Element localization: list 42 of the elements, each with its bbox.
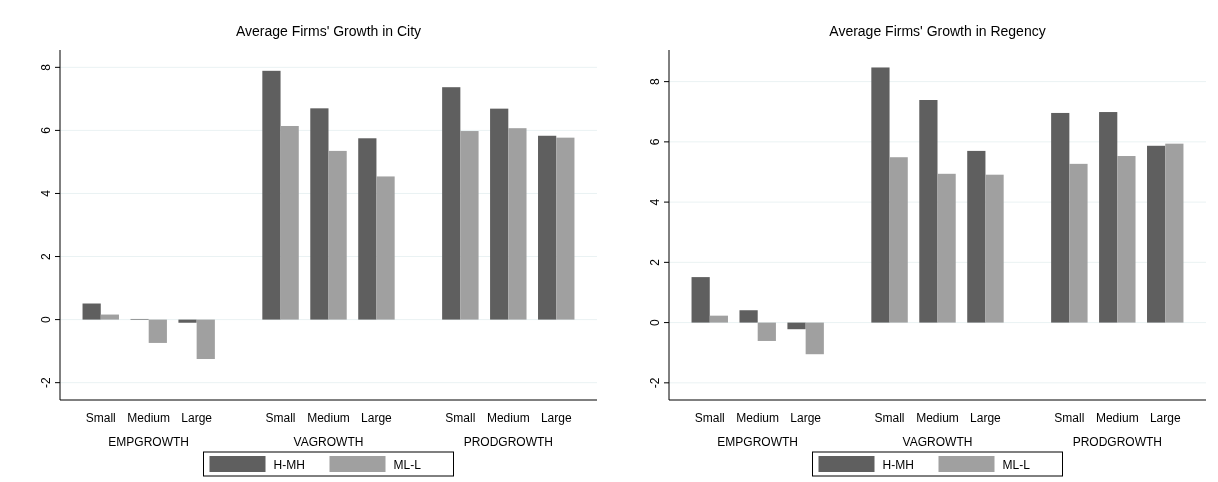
y-tick-label: -2	[648, 377, 662, 389]
x-tick-label: Small	[85, 411, 116, 425]
legend-label: ML-L	[393, 458, 422, 472]
chart-title: Average Firms' Growth in Regency	[829, 23, 1046, 39]
legend-label: H-MH	[882, 458, 914, 472]
y-tick-label: 6	[648, 138, 662, 146]
x-tick-label: Large	[790, 411, 822, 425]
text: PRODGROWTH	[463, 435, 553, 449]
x-tick-label: Large	[1149, 411, 1181, 425]
x-tick-label: Medium	[486, 411, 530, 425]
x-tick-label: Large	[361, 411, 393, 425]
x-tick-label: Medium	[736, 411, 780, 425]
x-tick-label: Medium	[127, 411, 171, 425]
y-tick-label: 8	[648, 77, 662, 85]
x-tick-label: Large	[181, 411, 213, 425]
y-tick-label: 0	[648, 318, 662, 326]
y-tick-label: 0	[39, 315, 53, 323]
x-tick-label: Small	[445, 411, 476, 425]
text: VAGROWTH	[902, 435, 973, 449]
x-tick-label: Small	[874, 411, 905, 425]
text: EMPGROWTH	[717, 435, 799, 449]
y-tick-label: 2	[39, 252, 53, 260]
x-tick-label: Medium	[307, 411, 350, 425]
x-tick-label: Large	[540, 411, 572, 425]
chart-title: Average Firms' Growth in City	[235, 23, 422, 39]
y-tick-label: 8	[39, 63, 53, 71]
x-tick-label: Small	[265, 411, 296, 425]
y-tick-label: 6	[39, 126, 53, 134]
y-tick-label: -2	[39, 377, 53, 388]
legend-label: H-MH	[273, 458, 305, 472]
text: EMPGROWTH	[108, 435, 190, 449]
y-tick-label: 4	[39, 189, 53, 197]
text: VAGROWTH	[293, 435, 364, 449]
y-tick-label: 4	[648, 198, 662, 206]
x-tick-label: Medium	[1095, 411, 1139, 425]
legend-label: ML-L	[1002, 458, 1031, 472]
x-tick-label: Small	[1054, 411, 1085, 425]
x-tick-label: Large	[970, 411, 1002, 425]
x-tick-label: Small	[694, 411, 725, 425]
y-tick-label: 2	[648, 258, 662, 266]
text: PRODGROWTH	[1072, 435, 1162, 449]
x-tick-label: Medium	[916, 411, 959, 425]
